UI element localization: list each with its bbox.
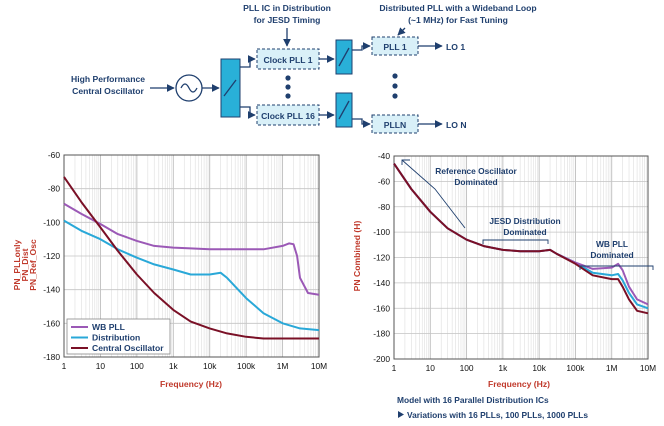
variations-note: Variations with 16 PLLs, 100 PLLs, 1000 … — [407, 410, 588, 420]
oscillator-label-line1: High Performance — [71, 74, 145, 84]
ylabel-dist: PN_Dist — [20, 248, 30, 281]
x-tick-label: 10k — [203, 361, 217, 371]
x-tick-label: 10M — [640, 363, 656, 373]
sine-wave-icon — [180, 83, 198, 93]
y-tick-label: -140 — [373, 278, 390, 288]
x-tick-label: 1k — [169, 361, 179, 371]
bullet-arrow-icon — [398, 411, 404, 418]
x-tick-label: 1 — [62, 361, 67, 371]
oscillator-label-line2: Central Oscillator — [72, 86, 144, 96]
clock-pll-1-label: Clock PLL 1 — [263, 55, 312, 65]
annotation-bracket — [401, 159, 466, 229]
annotation-label: JESD Distribution — [489, 216, 560, 226]
left-x-axis-label: Frequency (Hz) — [160, 379, 222, 389]
clock-pll-16-label: Clock PLL 16 — [261, 111, 315, 121]
y-tick-label: -100 — [43, 217, 60, 227]
model-note: Model with 16 Parallel Distribution ICs — [397, 395, 549, 405]
to-clock-pll-1-arrow — [240, 55, 256, 68]
legend-entry: WB PLL — [92, 322, 125, 332]
buffer-3-glyph — [338, 100, 350, 120]
annotation-label: Dominated — [454, 177, 497, 187]
plot-frame — [393, 155, 649, 360]
ylabel-ref-osc: PN_Ref_Osc — [28, 239, 38, 291]
y-tick-label: -180 — [43, 352, 60, 362]
y-tick-label: -160 — [43, 318, 60, 328]
legend-entry: Central Oscillator — [92, 343, 164, 353]
x-tick-label: 10k — [532, 363, 546, 373]
to-plln-arrow — [352, 118, 371, 128]
y-tick-label: -80 — [378, 202, 390, 212]
pll-1-label: PLL 1 — [383, 42, 406, 52]
annotation-bracket — [579, 265, 654, 270]
wideband-label-line1: Distributed PLL with a Wideband Loop — [379, 3, 536, 13]
annotation-label: Dominated — [590, 250, 633, 260]
lo-1-label: LO 1 — [446, 42, 465, 52]
series-line — [63, 219, 320, 332]
y-tick-label: -140 — [43, 285, 60, 295]
plot-frame — [63, 154, 320, 358]
block-diagram: High Performance Central Oscillator PLL … — [71, 3, 537, 134]
y-tick-label: -200 — [373, 354, 390, 364]
x-tick-label: 1M — [606, 363, 618, 373]
y-tick-label: -60 — [378, 176, 390, 186]
ellipsis-dot — [285, 84, 291, 90]
annotation-bracket — [482, 239, 549, 244]
x-tick-label: 1M — [277, 361, 289, 371]
buffer-2-glyph — [338, 47, 350, 67]
lo-n-label: LO N — [446, 120, 467, 130]
x-tick-label: 1 — [392, 363, 397, 373]
y-tick-label: -80 — [48, 184, 60, 194]
ellipsis-dot — [285, 75, 291, 81]
x-tick-label: 10M — [311, 361, 327, 371]
left-y-axis-label-2: PN_Dist — [20, 248, 30, 281]
legend-entry: Distribution — [92, 333, 140, 343]
y-tick-label: -100 — [373, 227, 390, 237]
to-pll-1-arrow — [352, 42, 371, 51]
annotation-label: Reference Oscillator — [435, 166, 517, 176]
ylabel-pll-only: PN_PLLonly — [12, 239, 22, 290]
right-y-axis-label: PN Combined (H) — [352, 221, 362, 292]
x-tick-label: 100k — [566, 363, 585, 373]
plln-label: PLLN — [384, 120, 406, 130]
buffer-1-glyph — [223, 79, 237, 97]
annotation-label: Dominated — [503, 227, 546, 237]
y-tick-label: -180 — [373, 329, 390, 339]
ellipsis-dot — [285, 93, 291, 99]
pll-ic-label-line1: PLL IC in Distribution — [243, 3, 331, 13]
x-tick-label: 100k — [237, 361, 256, 371]
wideband-label-line2: (~1 MHz) for Fast Tuning — [408, 15, 508, 25]
x-tick-label: 10 — [96, 361, 106, 371]
x-tick-label: 10 — [426, 363, 436, 373]
y-tick-label: -160 — [373, 303, 390, 313]
y-tick-label: -60 — [48, 150, 60, 160]
left-y-axis-label-3: PN_Ref_Osc — [28, 239, 38, 291]
to-clock-pll-16-arrow — [240, 106, 256, 119]
series-line — [393, 163, 649, 315]
x-tick-label: 100 — [130, 361, 144, 371]
y-tick-label: -120 — [43, 251, 60, 261]
pll-ic-label-line2: for JESD Timing — [254, 15, 321, 25]
x-tick-label: 100 — [460, 363, 474, 373]
x-tick-label: 1k — [498, 363, 508, 373]
series-line — [63, 202, 320, 296]
annotation-label: WB PLL — [596, 239, 628, 249]
ellipsis-dot — [392, 73, 398, 79]
y-tick-label: -120 — [373, 253, 390, 263]
ellipsis-dot — [392, 93, 398, 99]
ellipsis-dot — [392, 83, 398, 89]
right-x-axis-label: Frequency (Hz) — [488, 379, 550, 389]
y-tick-label: -40 — [378, 151, 390, 161]
left-y-axis-label: PN_PLLonly — [12, 239, 22, 290]
series-line — [63, 176, 319, 340]
wideband-pointer-arrow — [397, 27, 406, 36]
